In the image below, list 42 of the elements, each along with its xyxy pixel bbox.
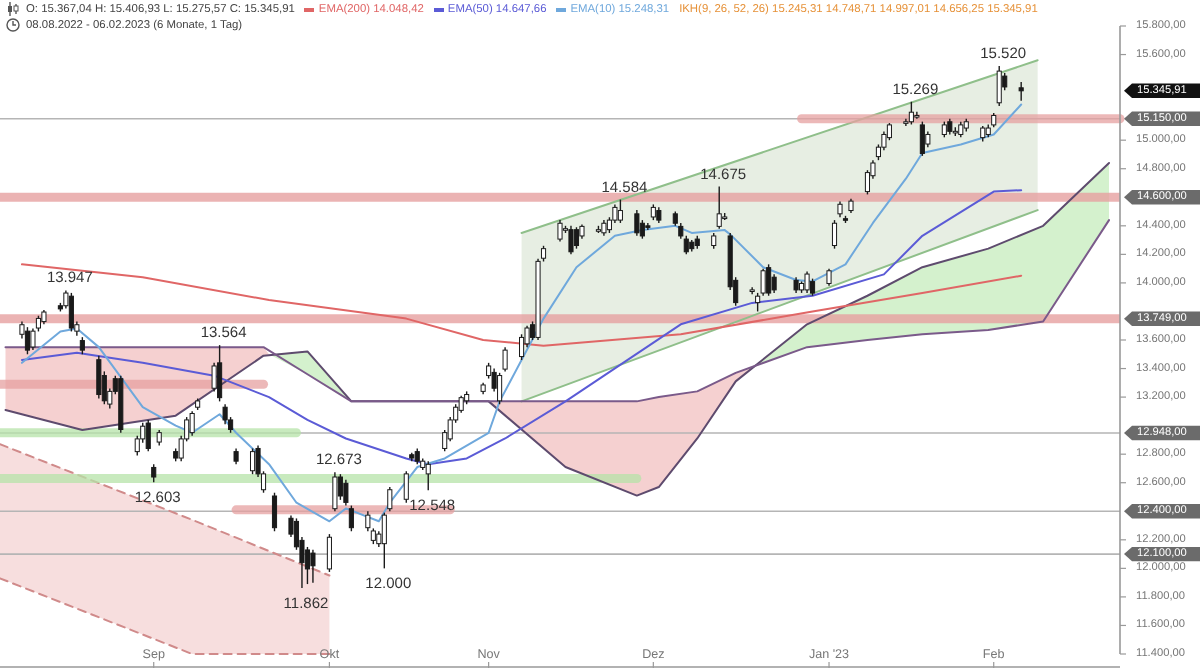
candlestick xyxy=(343,479,349,507)
candlestick xyxy=(804,270,810,294)
candlestick xyxy=(1018,81,1024,102)
candlestick xyxy=(996,65,1002,107)
candlestick xyxy=(222,403,228,425)
candlestick xyxy=(573,226,580,250)
candlestick xyxy=(271,492,278,532)
line-series xyxy=(20,263,1023,347)
candlestick xyxy=(68,292,74,333)
candlestick xyxy=(617,198,623,224)
candlestick xyxy=(96,355,102,400)
candlestick xyxy=(568,225,574,256)
line-series xyxy=(20,103,1023,523)
candlestick xyxy=(497,372,503,405)
candlestick xyxy=(145,419,151,453)
candlestick xyxy=(24,326,31,355)
candlestick xyxy=(217,344,223,403)
candlestick xyxy=(332,471,338,512)
candlestick xyxy=(908,101,914,126)
candlestick xyxy=(403,470,409,504)
candlestick xyxy=(211,362,217,393)
candlestick xyxy=(425,460,431,491)
candlestick xyxy=(519,333,525,361)
candlestick xyxy=(634,209,640,237)
candlestick xyxy=(151,463,157,483)
candlestick xyxy=(831,219,838,250)
candlestick xyxy=(557,219,563,243)
candlestick xyxy=(326,533,332,573)
candlestick xyxy=(766,263,772,297)
candlestick xyxy=(919,120,925,157)
candlestick xyxy=(502,346,508,373)
candlestick xyxy=(381,512,387,570)
candlestick xyxy=(249,447,256,475)
candlestick xyxy=(310,549,316,584)
candlestick xyxy=(716,185,722,230)
candlestick xyxy=(337,473,343,501)
candlestick xyxy=(348,504,354,532)
candlestick xyxy=(189,410,195,437)
candlestick xyxy=(387,486,393,512)
candlestick xyxy=(30,327,36,351)
line-series xyxy=(4,219,1111,403)
candlestick xyxy=(771,273,777,294)
